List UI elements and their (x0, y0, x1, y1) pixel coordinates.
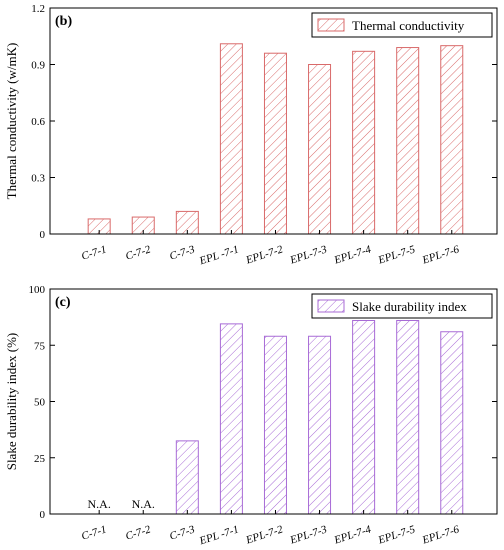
ytick-label-1-2: 50 (34, 397, 46, 409)
bar-1-7 (396, 320, 420, 515)
category-label-1-4: EPL-7-2 (244, 523, 285, 547)
bar-0-3 (219, 43, 243, 235)
thermal-conductivity-chart: 00.30.60.91.2C-7-1 C-7-2 C-7-3 EPL -7-1 EPL-… (4, 3, 498, 268)
ytick-label-0-4: 1.2 (31, 3, 45, 15)
legend-label-1: Slake durability index (352, 299, 467, 314)
bar-1-8 (440, 331, 464, 515)
bar-0-5 (308, 64, 332, 235)
category-label-0-8: EPL-7-6 (420, 243, 461, 267)
legend-label-0: Thermal conductivity (352, 18, 465, 33)
bar-1-2 (175, 440, 199, 515)
panel-label-0: (b) (55, 14, 72, 29)
category-label-0-4: EPL-7-2 (244, 243, 285, 267)
category-label-1-0: C-7-1 (80, 523, 108, 542)
category-label-1-7: EPL-7-5 (376, 523, 417, 547)
ytick-label-1-1: 25 (34, 453, 46, 465)
category-label-0-1: C-7-2 (124, 243, 153, 262)
legend-swatch-1 (317, 299, 345, 313)
bar-0-8 (440, 45, 464, 235)
category-label-1-5: EPL-7-3 (288, 523, 329, 547)
bar-1-5 (308, 335, 332, 515)
category-label-0-5: EPL-7-3 (288, 243, 329, 267)
ytick-label-1-4: 100 (29, 284, 46, 296)
legend-swatch-0 (317, 18, 345, 32)
y-axis-title-1: Slake durability index (%) (4, 333, 19, 471)
category-label-1-2: C-7-3 (168, 523, 197, 542)
slake-durability-chart: N.A. N.A. 0 25 50 75 100 C-7-1 C-7-2 C-7-3 EPL -7-… (4, 284, 498, 548)
panel-label-1: (c) (55, 295, 71, 310)
ytick-label-0-1: 0.3 (31, 173, 45, 185)
category-label-0-7: EPL-7-5 (376, 243, 417, 267)
bar-1-6 (352, 320, 376, 515)
bar-0-4 (263, 52, 287, 235)
category-label-0-0: C-7-1 (80, 243, 108, 262)
annotation-1-0: N.A. (87, 497, 110, 511)
bar-0-7 (396, 47, 420, 235)
y-axis-title-0: Thermal conductivity (w/mK) (4, 43, 19, 200)
ytick-label-0-0: 0 (40, 229, 46, 241)
category-label-1-6: EPL-7-4 (332, 523, 373, 547)
category-label-1-1: C-7-2 (124, 523, 153, 542)
category-label-1-8: EPL-7-6 (420, 523, 461, 547)
bar-1-3 (219, 323, 243, 515)
ytick-label-0-3: 0.9 (31, 60, 45, 72)
category-label-1-3: EPL -7-1 (197, 523, 240, 547)
ytick-label-1-3: 75 (34, 340, 46, 352)
bar-1-4 (263, 335, 287, 515)
annotation-1-1: N.A. (132, 497, 155, 511)
bar-0-6 (352, 50, 376, 235)
ytick-label-1-0: 0 (40, 509, 46, 521)
category-label-0-2: C-7-3 (168, 243, 197, 262)
category-label-0-3: EPL -7-1 (197, 243, 240, 267)
category-label-0-6: EPL-7-4 (332, 243, 373, 267)
ytick-label-0-2: 0.6 (31, 116, 45, 128)
